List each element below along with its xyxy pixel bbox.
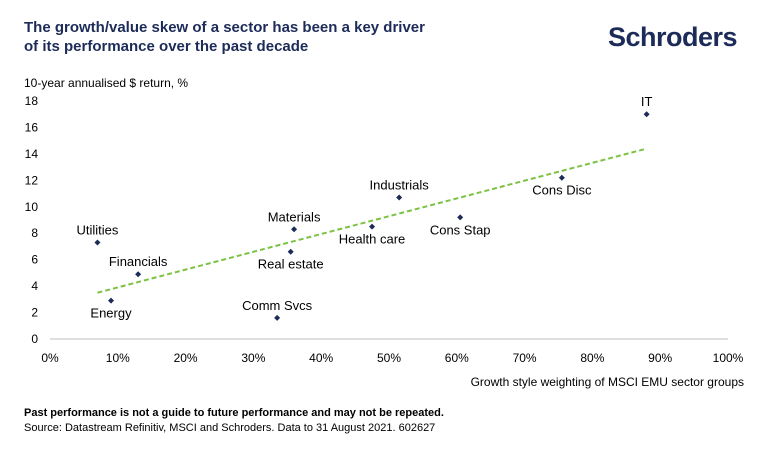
data-point [643, 111, 650, 118]
axes: 0 2 4 6 8 10 12 14 16 18 0% 10% 20% 30% 40% 50% 60% 70% 80… [25, 94, 744, 365]
x-tick-label: 20% [174, 351, 198, 365]
y-tick-label: 18 [25, 94, 39, 108]
data-label: Cons Stap [430, 222, 491, 237]
y-tick-label: 0 [31, 332, 38, 346]
chart-title: The growth/value skew of a sector has be… [24, 18, 494, 56]
data-point [396, 194, 403, 201]
y-tick-label: 2 [31, 306, 38, 320]
trendline [97, 147, 647, 294]
y-axis-label: 10-year annualised $ return, % [24, 76, 188, 90]
y-tick-label: 16 [25, 120, 39, 134]
chart-title-line-1: The growth/value skew of a sector has be… [24, 19, 425, 36]
y-tick-label: 6 [31, 253, 38, 267]
y-tick-label: 8 [31, 226, 38, 240]
x-tick-label: 40% [309, 351, 333, 365]
scatter-chart: 10-year annualised $ return, % Growth st… [24, 76, 744, 389]
x-tick-label: 60% [445, 351, 469, 365]
y-tick-label: 14 [25, 147, 39, 161]
x-tick-label: 10% [106, 351, 130, 365]
data-label: IT [641, 94, 653, 109]
data-point [94, 239, 101, 246]
data-point [108, 297, 115, 304]
x-tick-label: 30% [241, 351, 265, 365]
x-tick-label: 0% [41, 351, 59, 365]
y-tick-label: 12 [25, 173, 39, 187]
data-point [274, 314, 281, 321]
data-label: Utilities [77, 222, 119, 237]
data-label: Cons Disc [532, 183, 592, 198]
data-label: Comm Svcs [242, 298, 313, 313]
x-tick-label: 50% [377, 351, 401, 365]
disclaimer-note: Past performance is not a guide to futur… [24, 407, 444, 419]
data-label: Health care [339, 232, 405, 247]
x-tick-label: 100% [713, 351, 744, 365]
data-label: Industrials [370, 178, 430, 193]
data-label: Financials [109, 254, 168, 269]
x-axis-label: Growth style weighting of MSCI EMU secto… [471, 375, 744, 389]
data-label: Materials [268, 209, 321, 224]
footer: Past performance is not a guide to futur… [24, 406, 444, 436]
data-label: Real estate [258, 257, 324, 272]
data-label: Energy [90, 306, 132, 321]
schroders-logo: Schroders [608, 22, 738, 52]
data-point [369, 223, 376, 230]
data-point [291, 226, 298, 233]
source-note: Source: Datastream Refinitiv, MSCI and S… [24, 422, 436, 434]
data-point [135, 271, 142, 278]
data-point [558, 174, 565, 181]
data-point [287, 248, 294, 255]
x-tick-label: 90% [648, 351, 672, 365]
x-tick-label: 80% [580, 351, 604, 365]
y-tick-label: 10 [25, 200, 39, 214]
x-tick-label: 70% [513, 351, 537, 365]
trendline-group [97, 147, 647, 294]
data-points: Utilities Financials Energy Materials Real e… [77, 94, 653, 321]
data-point [457, 214, 464, 221]
chart-title-line-2: of its performance over the past decade [24, 38, 309, 55]
y-tick-label: 4 [31, 279, 38, 293]
